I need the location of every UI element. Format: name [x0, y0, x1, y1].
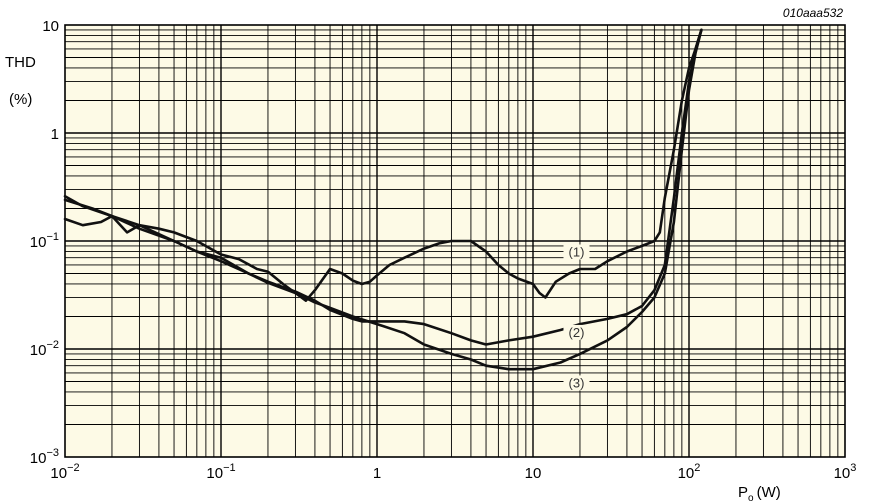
- curve-2-line: [63, 28, 703, 346]
- curve-2-label-bg: [563, 324, 590, 340]
- grid-lines: [64, 24, 846, 458]
- curve-3-label-bg: [563, 375, 590, 391]
- y-tick-labels: 10 1 10−1 10−2 10−3: [30, 18, 59, 467]
- curve-1-label-bg: [563, 244, 590, 260]
- x-tick-label: 103: [834, 462, 857, 482]
- x-axis-label-unit: (W): [757, 484, 781, 501]
- y-axis-label-line1: THD: [5, 54, 36, 71]
- y-tick-label: 10−2: [30, 339, 59, 359]
- y-tick-label: 10−3: [30, 447, 59, 467]
- curve-1-line: [63, 28, 703, 303]
- x-axis-label: Po (W): [738, 484, 781, 503]
- x-tick-labels: 10−2 10−1 1 10 102 103: [50, 462, 856, 482]
- x-tick-label: 102: [678, 462, 701, 482]
- x-axis-label-subscript: o: [748, 493, 754, 503]
- y-tick-label: 10−1: [30, 231, 59, 251]
- y-axis-label-line2: (%): [9, 91, 32, 108]
- x-tick-label: 1: [373, 465, 381, 482]
- curve-3-label: (3): [569, 375, 585, 390]
- x-axis-label-symbol: P: [738, 484, 748, 501]
- x-tick-label: 10−2: [50, 462, 79, 482]
- y-tick-label: 1: [51, 126, 59, 143]
- x-tick-label: 10: [525, 465, 542, 482]
- curve-1-label: (1): [569, 244, 585, 259]
- curve-3-line: [63, 28, 703, 371]
- x-tick-label: 10−1: [206, 462, 235, 482]
- y-tick-label: 10: [42, 18, 59, 35]
- figure-code: 010aaa532: [783, 6, 843, 20]
- curve-2-label: (2): [569, 325, 585, 340]
- curves: [63, 28, 703, 371]
- curve-labels: (1) (2) (3): [563, 244, 590, 391]
- plot-frame: [64, 24, 846, 458]
